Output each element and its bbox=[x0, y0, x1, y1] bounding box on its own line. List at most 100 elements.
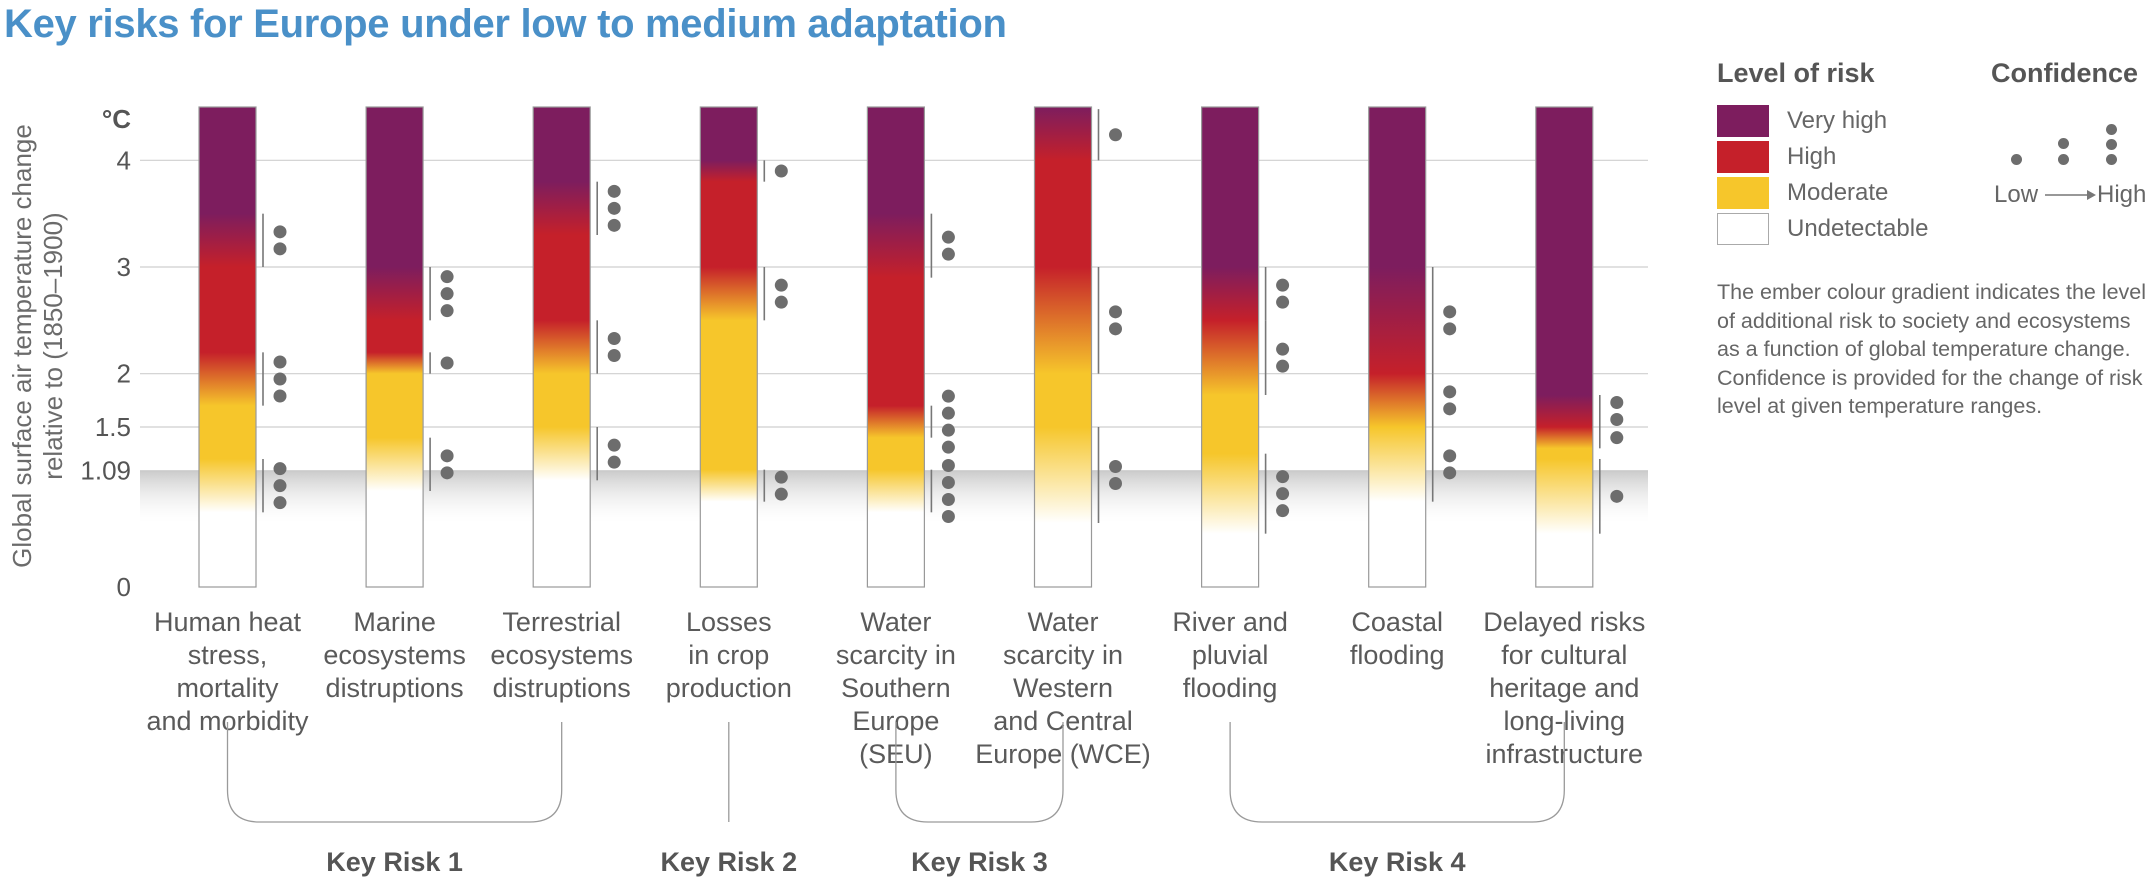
confidence-dot bbox=[1610, 413, 1624, 426]
y-tick-label: 0 bbox=[117, 572, 131, 602]
confidence-dot bbox=[1276, 487, 1290, 501]
ember-label: Human heat stress, mortality and morbidity bbox=[146, 607, 309, 736]
legend-label-moderate: Moderate bbox=[1787, 179, 1889, 206]
confidence-dot bbox=[1443, 449, 1457, 463]
y-tick-label: 2 bbox=[117, 359, 131, 389]
ember-bar bbox=[532, 106, 591, 588]
y-axis: 0 1.09 1.5 2 3 4 °C Global surface air temperat… bbox=[7, 104, 131, 602]
confidence-dot bbox=[941, 389, 955, 403]
y-tick-label: 4 bbox=[117, 145, 131, 175]
legend-label-very-high: Very high bbox=[1787, 107, 1888, 134]
confidence-high-label: High bbox=[2097, 181, 2147, 208]
confidence-dot bbox=[1610, 396, 1624, 409]
ember-label: Losses in crop production bbox=[666, 607, 792, 703]
confidence-dot bbox=[273, 389, 287, 403]
ember-bar bbox=[866, 106, 926, 588]
y-tick-label: 1.09 bbox=[80, 456, 131, 486]
legend-item-undetectable: Undetectable bbox=[1717, 213, 1928, 245]
confidence-low-label: Low bbox=[1994, 181, 2039, 208]
confidence-dot bbox=[607, 332, 621, 345]
legend-label-undetectable: Undetectable bbox=[1787, 215, 1929, 242]
confidence-dot bbox=[1443, 466, 1457, 480]
confidence-dot bbox=[273, 479, 287, 493]
group-bracket bbox=[1229, 722, 1565, 823]
confidence-dot bbox=[941, 476, 955, 489]
legend-note: The ember colour gradient indicates the … bbox=[1717, 280, 2147, 418]
confidence-dot bbox=[1109, 305, 1122, 319]
embers bbox=[198, 106, 1594, 588]
confidence-dot bbox=[941, 493, 955, 506]
confidence-dot bbox=[440, 356, 454, 370]
legend-label-high: High bbox=[1787, 143, 1837, 170]
confidence-dot bbox=[941, 247, 955, 261]
confidence-dot bbox=[1610, 431, 1624, 445]
group-label: Key Risk 2 bbox=[661, 847, 798, 877]
confidence-dot bbox=[1443, 322, 1457, 336]
confidence-dot bbox=[1276, 504, 1290, 518]
group-bracket bbox=[895, 722, 1064, 823]
confidence-dot bbox=[273, 242, 287, 256]
confidence-dot bbox=[1276, 359, 1290, 373]
ember-labels: Human heat stress, mortality and morbidityM… bbox=[146, 607, 1645, 769]
y-tick-label: 3 bbox=[117, 252, 131, 282]
confidence-dot bbox=[607, 455, 621, 469]
confidence-dot bbox=[440, 287, 454, 301]
confidence-dot bbox=[1109, 477, 1122, 490]
confidence-markers bbox=[262, 109, 1624, 534]
confidence-dot bbox=[607, 349, 621, 362]
confidence-dot bbox=[941, 406, 955, 420]
legend-title: Level of risk bbox=[1717, 58, 1875, 88]
page-title: Key risks for Europe under low to medium… bbox=[4, 2, 1007, 46]
ember-bar bbox=[1368, 106, 1427, 588]
confidence-dot bbox=[941, 459, 955, 472]
confidence-dot bbox=[607, 184, 621, 198]
confidence-title: Confidence bbox=[1991, 58, 2139, 88]
y-unit-label: °C bbox=[102, 104, 131, 134]
confidence-dot bbox=[1443, 305, 1457, 319]
confidence-dot bbox=[440, 449, 454, 463]
confidence-dot bbox=[1276, 278, 1290, 292]
legend-item-moderate: Moderate bbox=[1717, 177, 1888, 209]
confidence-dot bbox=[774, 487, 788, 501]
swatch-moderate bbox=[1717, 177, 1769, 209]
y-tick-label: 1.5 bbox=[95, 412, 131, 442]
ember-label: Terrestrial ecosystems distruptions bbox=[490, 607, 633, 703]
confidence-dot bbox=[941, 423, 955, 437]
confidence-dot-high bbox=[2106, 154, 2117, 165]
confidence-dot bbox=[273, 462, 287, 476]
key-risk-groups: Key Risk 1 Key Risk 2 Key Risk 3 Key Risk 4 bbox=[226, 722, 1565, 877]
confidence-dot bbox=[1443, 402, 1457, 416]
ember-label: River and pluvial flooding bbox=[1172, 607, 1288, 703]
y-axis-label: Global surface air temperature change bbox=[7, 124, 37, 568]
confidence-dot bbox=[1276, 295, 1290, 309]
confidence-dot bbox=[941, 440, 955, 454]
confidence-dot bbox=[440, 466, 454, 480]
group-label: Key Risk 3 bbox=[911, 847, 1048, 877]
confidence-dot bbox=[607, 218, 621, 232]
ember-bar bbox=[1200, 106, 1260, 588]
confidence-dot bbox=[607, 438, 621, 452]
confidence-dot bbox=[440, 304, 454, 318]
confidence-dot-medium bbox=[2058, 138, 2069, 149]
confidence-dot bbox=[774, 164, 788, 178]
legend-item-high: High bbox=[1717, 141, 1836, 173]
confidence-dot bbox=[774, 278, 788, 292]
ember-chart: 0 1.09 1.5 2 3 4 °C Global surface air temperat… bbox=[7, 104, 1648, 877]
confidence-dot bbox=[774, 470, 788, 484]
group-label: Key Risk 1 bbox=[326, 847, 463, 877]
ember-bar bbox=[699, 106, 758, 588]
ember-bar bbox=[198, 106, 257, 588]
confidence-dot bbox=[273, 372, 287, 386]
confidence-dot bbox=[440, 270, 454, 284]
arrow-right-icon bbox=[2045, 190, 2096, 200]
ember-bar bbox=[1535, 106, 1594, 588]
confidence-dot bbox=[273, 355, 287, 369]
swatch-undetectable bbox=[1717, 213, 1769, 245]
swatch-high bbox=[1717, 141, 1769, 173]
y-axis-label: relative to (1850–1900) bbox=[38, 212, 68, 479]
confidence-dot bbox=[1276, 470, 1290, 484]
confidence-dot-medium bbox=[2058, 154, 2069, 165]
confidence-dot bbox=[273, 496, 287, 510]
ember-bar bbox=[1033, 106, 1093, 588]
ember-label: Coastal flooding bbox=[1350, 607, 1445, 670]
